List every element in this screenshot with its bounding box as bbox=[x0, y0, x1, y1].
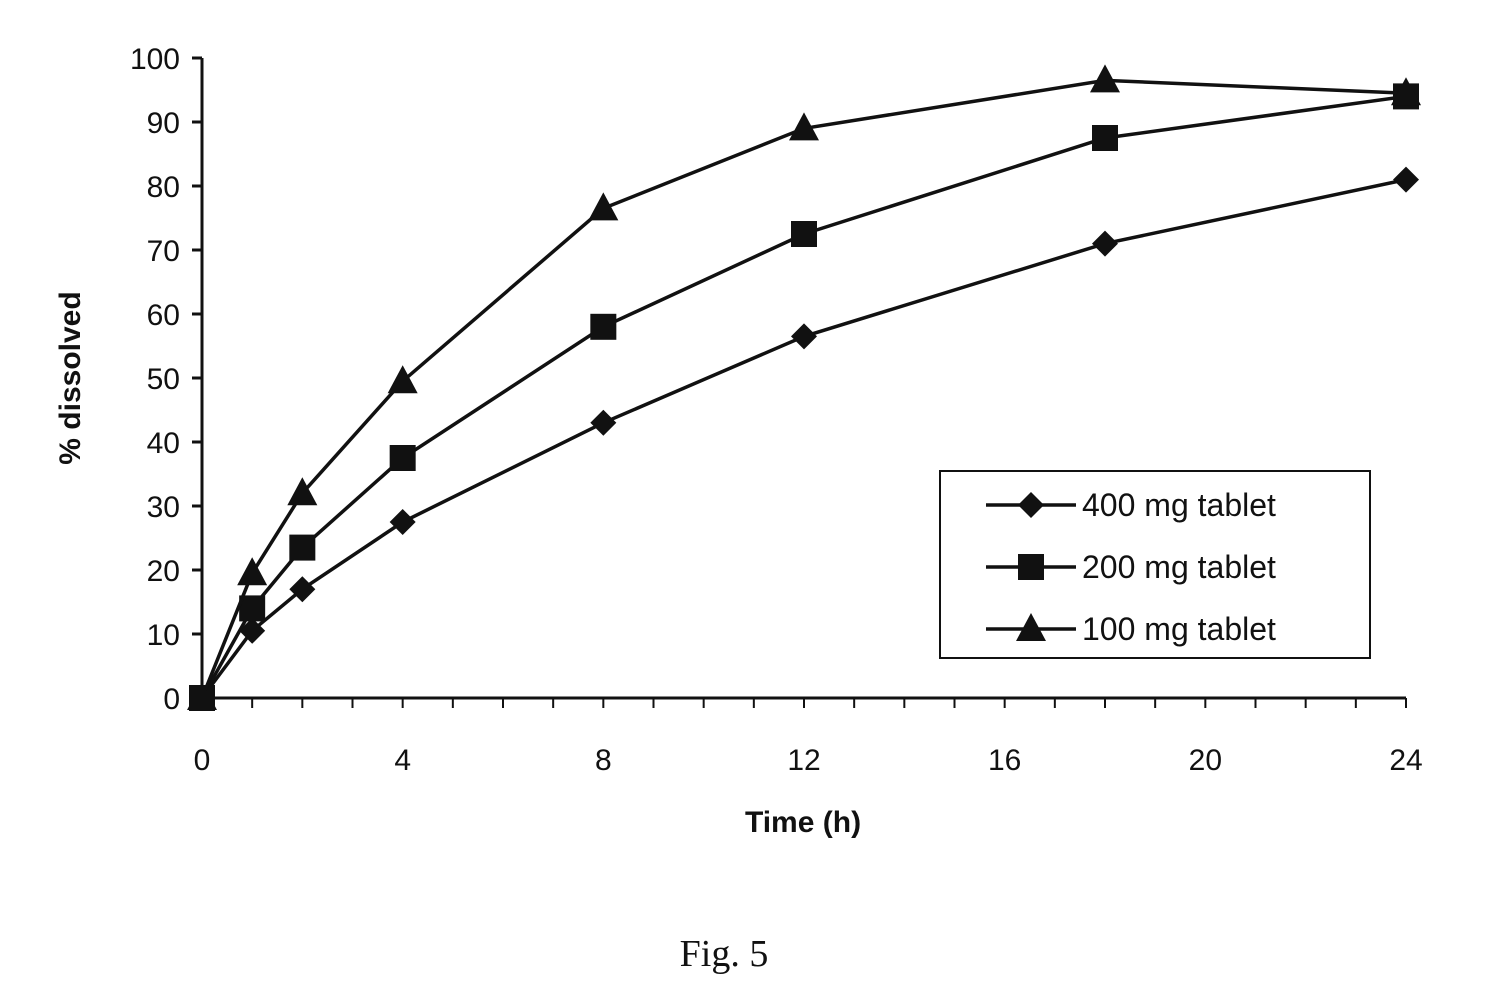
x-tick-label: 24 bbox=[1389, 744, 1422, 777]
y-tick-label: 80 bbox=[147, 171, 180, 204]
y-tick-label: 50 bbox=[147, 363, 180, 396]
y-tick-label: 40 bbox=[147, 427, 180, 460]
legend-label: 200 mg tablet bbox=[1082, 549, 1276, 585]
legend-marker bbox=[1018, 554, 1044, 580]
x-tick-label: 8 bbox=[595, 744, 612, 777]
y-tick-label: 0 bbox=[163, 683, 180, 716]
data-point-400-mg-tablet bbox=[1092, 231, 1118, 257]
y-tick-label: 90 bbox=[147, 107, 180, 140]
y-tick-label: 10 bbox=[147, 619, 180, 652]
data-point-200-mg-tablet bbox=[1092, 125, 1118, 151]
chart-legend: 400 mg tablet 200 mg tablet 100 mg tablet bbox=[940, 471, 1370, 658]
x-tick-label: 16 bbox=[988, 744, 1021, 777]
y-axis-title: % dissolved bbox=[54, 291, 87, 464]
data-point-200-mg-tablet bbox=[791, 221, 817, 247]
chart-axes: 0 10 20 30 40 50 60 70 80 90 100 0 4 8 12 16 20 24 bbox=[130, 43, 1423, 777]
y-tick-label: 60 bbox=[147, 299, 180, 332]
data-point-100-mg-tablet bbox=[1090, 64, 1120, 92]
data-point-400-mg-tablet bbox=[390, 509, 416, 535]
x-tick-label: 4 bbox=[394, 744, 411, 777]
x-axis-title: Time (h) bbox=[745, 806, 861, 839]
data-point-100-mg-tablet bbox=[588, 192, 618, 220]
y-tick-label: 70 bbox=[147, 235, 180, 268]
data-point-200-mg-tablet bbox=[390, 445, 416, 471]
x-tick-label: 20 bbox=[1189, 744, 1222, 777]
x-tick-label: 0 bbox=[194, 744, 211, 777]
data-point-400-mg-tablet bbox=[1393, 167, 1419, 193]
data-point-200-mg-tablet bbox=[590, 314, 616, 340]
data-point-100-mg-tablet bbox=[237, 557, 267, 585]
y-tick-label: 30 bbox=[147, 491, 180, 524]
y-tick-label: 20 bbox=[147, 555, 180, 588]
data-point-100-mg-tablet bbox=[388, 365, 418, 393]
data-point-200-mg-tablet bbox=[289, 535, 315, 561]
legend-label: 400 mg tablet bbox=[1082, 487, 1276, 523]
x-tick-label: 12 bbox=[787, 744, 820, 777]
data-point-400-mg-tablet bbox=[791, 323, 817, 349]
data-point-400-mg-tablet bbox=[590, 410, 616, 436]
legend-label: 100 mg tablet bbox=[1082, 611, 1276, 647]
y-tick-label: 100 bbox=[130, 43, 180, 76]
figure-caption: Fig. 5 bbox=[680, 933, 769, 975]
legend-item-200-mg-tablet: 200 mg tablet bbox=[986, 549, 1276, 585]
